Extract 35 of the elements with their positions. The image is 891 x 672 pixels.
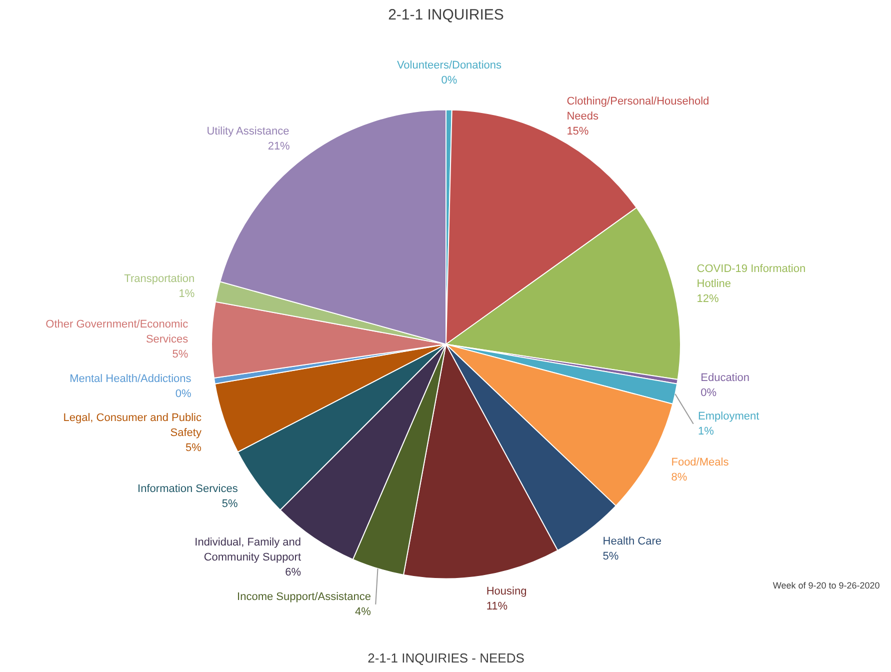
data-label: 5% [602, 550, 619, 563]
data-label: 5% [186, 442, 202, 454]
slice-label: Other Government/Economic Services [46, 318, 189, 346]
slice-label: Utility Assistance [206, 125, 290, 138]
slice-label: Housing [486, 585, 527, 598]
slice-label: Food/Meals [671, 456, 730, 468]
slice-label: Employment [698, 410, 760, 422]
text: Week of 9-20 to 9-26-2020 [772, 580, 880, 590]
data-label: 5% [172, 348, 188, 360]
chart-title: 2-1-1 INQUIRIES [388, 6, 504, 24]
data-label: 6% [285, 566, 302, 579]
slice-label: Mental Health/Addictions [70, 372, 192, 385]
text: 2-1-1 INQUIRIES - NEEDS [368, 650, 525, 666]
slice-label: Income Support/Assistance [237, 590, 371, 603]
data-label: 1% [178, 288, 195, 300]
data-label: 0% [175, 388, 192, 400]
slice-label: Individual, Family and Community Support [194, 536, 302, 564]
data-label: 1% [698, 425, 714, 438]
data-label: 0% [441, 74, 458, 86]
data-label: 11% [486, 600, 508, 612]
data-label: 4% [355, 606, 372, 618]
data-label: 5% [222, 498, 238, 510]
data-label: 12% [696, 293, 720, 306]
slice-label: Transportation [124, 272, 195, 285]
data-label: 21% [268, 140, 290, 152]
slice-label: Legal, Consumer and Public Safety [63, 412, 202, 440]
slice-label: Education [700, 372, 750, 384]
slice-label: Information Services [138, 482, 238, 495]
data-label: 0% [700, 386, 717, 399]
data-label: 8% [671, 471, 688, 484]
slice-label: Health Care [602, 536, 662, 548]
slice-label: Clothing/Personal/Household Needs [566, 95, 710, 122]
data-label: 15% [566, 125, 589, 138]
slice-label: Volunteers/Donations [396, 59, 502, 72]
slice-label: COVID-19 Information Hotline [696, 263, 806, 290]
